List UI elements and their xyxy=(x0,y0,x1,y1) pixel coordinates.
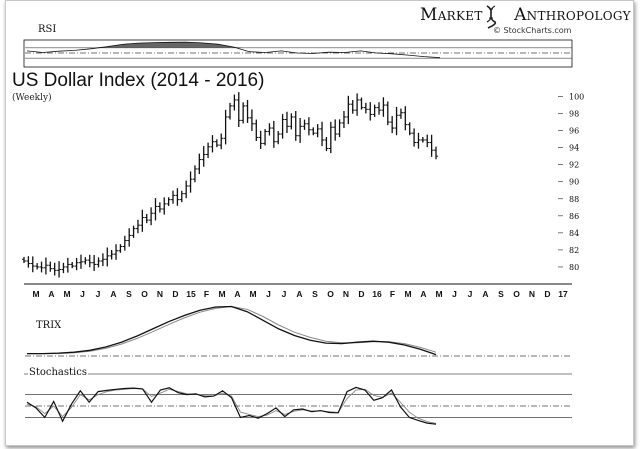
price-y-tick-label: 90 xyxy=(569,178,579,187)
stochastics-label: Stochastics xyxy=(28,367,88,378)
trix-series-line xyxy=(27,305,437,355)
price-y-tick-label: 88 xyxy=(569,195,579,204)
price-x-tick-label: D xyxy=(544,289,550,299)
rsi-series-line xyxy=(26,41,441,59)
price-x-tick-label: S xyxy=(126,289,132,299)
price-x-tick-label: D xyxy=(358,289,364,299)
price-x-tick-label: J xyxy=(266,289,271,299)
price-x-tick-label: M xyxy=(218,289,225,299)
price-y-tick-label: 82 xyxy=(569,246,579,255)
brand-left: Market xyxy=(420,5,483,25)
rsi-overbought-fill xyxy=(27,42,440,48)
trix-label: TRIX xyxy=(35,320,63,331)
price-x-tick-label: J xyxy=(282,289,287,299)
price-x-tick-label: O xyxy=(513,289,520,299)
price-y-tick-label: 100 xyxy=(569,93,584,102)
price-x-tick-label: S xyxy=(312,289,318,299)
price-x-tick-label: M xyxy=(404,289,411,299)
price-x-tick-label: D xyxy=(172,289,178,299)
price-x-tick-label: M xyxy=(63,289,70,299)
price-x-tick-label: M xyxy=(32,289,39,299)
price-x-tick-label: F xyxy=(204,289,209,299)
price-x-tick-label: J xyxy=(468,289,473,299)
chart-subtitle: (Weekly) xyxy=(12,93,52,103)
price-y-tick-label: 96 xyxy=(569,127,579,136)
price-x-tick-label: 17 xyxy=(558,289,568,299)
source-label: © StockCharts.com xyxy=(493,26,572,35)
price-x-tick-label: A xyxy=(48,289,54,299)
price-y-tick-label: 98 xyxy=(569,110,579,119)
price-x-tick-label: F xyxy=(390,289,395,299)
price-x-tick-label: 15 xyxy=(186,289,196,299)
price-y-tick-label: 92 xyxy=(569,161,579,170)
price-x-tick-label: A xyxy=(296,289,302,299)
price-x-tick-label: M xyxy=(435,289,442,299)
chart-title: US Dollar Index (2014 - 2016) xyxy=(12,70,265,91)
price-x-tick-label: 16 xyxy=(372,289,382,299)
price-x-tick-label: J xyxy=(80,289,85,299)
price-x-tick-label: O xyxy=(141,289,148,299)
price-y-tick-label: 84 xyxy=(569,229,579,238)
brand-right: Anthropology xyxy=(514,5,631,25)
stochastics-series-line xyxy=(26,388,437,424)
rsi-panel-frame xyxy=(23,39,573,68)
price-x-tick-label: J xyxy=(452,289,457,299)
stochastics-series-line xyxy=(26,386,437,425)
price-x-tick-label: A xyxy=(234,289,240,299)
price-y-tick-label: 86 xyxy=(569,212,579,221)
price-x-tick-label: S xyxy=(498,289,504,299)
price-y-tick-label: 80 xyxy=(569,263,579,272)
price-x-tick-label: A xyxy=(420,289,426,299)
brand-logo: Market Anthropology xyxy=(420,5,631,25)
price-x-tick-label: N xyxy=(529,289,535,299)
price-x-tick-label: N xyxy=(343,289,349,299)
price-x-tick-label: N xyxy=(157,289,163,299)
price-x-tick-label: O xyxy=(327,289,334,299)
price-y-tick-label: 94 xyxy=(569,144,579,153)
chart-frame: Market Anthropology © StockCharts.com xyxy=(5,0,634,446)
price-x-tick-label: A xyxy=(482,289,488,299)
trix-series-line xyxy=(27,305,437,356)
rsi-label: RSI xyxy=(37,24,58,35)
dna-icon xyxy=(486,5,497,29)
price-x-tick-label: A xyxy=(110,289,116,299)
price-x-tick-label: M xyxy=(249,289,256,299)
price-x-tick-label: J xyxy=(96,289,101,299)
